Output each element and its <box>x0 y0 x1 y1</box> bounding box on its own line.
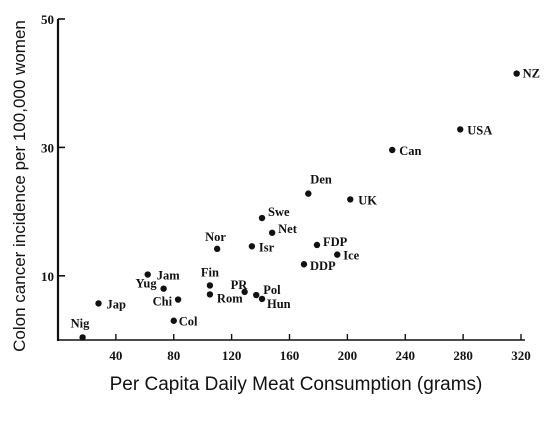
data-point-nz <box>513 70 520 77</box>
data-point-fin <box>206 282 214 289</box>
point-label-col: Col <box>179 315 198 329</box>
point-label-jam: Jam <box>157 269 181 283</box>
point-label-swe: Swe <box>268 205 290 219</box>
point-label-uk: UK <box>358 193 377 207</box>
x-tick-label: 80 <box>167 348 180 363</box>
x-tick-label: 160 <box>280 348 300 363</box>
data-point-jam <box>144 271 151 278</box>
data-point-ddp <box>300 261 308 268</box>
point-label-fdp: FDP <box>323 235 348 249</box>
point-label-can: Can <box>399 144 421 158</box>
data-point-usa <box>457 126 464 133</box>
point-label-yug: Yug <box>136 277 158 291</box>
data-point-can <box>389 146 396 154</box>
x-tick-label: 200 <box>338 348 358 363</box>
point-label-isr: Isr <box>259 240 275 254</box>
x-tick-label: 280 <box>453 348 473 363</box>
point-label-jap: Jap <box>107 297 127 311</box>
tick-marks <box>58 18 522 340</box>
data-point-swe <box>258 214 266 222</box>
data-point-net <box>268 229 276 236</box>
point-label-nz: NZ <box>523 67 540 81</box>
point-label-den: Den <box>310 173 332 187</box>
tick-labels: 40 80 120 160 200 240 280 320 10 30 50 <box>41 12 531 363</box>
x-tick-label: 240 <box>396 348 416 363</box>
y-tick-label: 30 <box>41 140 54 155</box>
data-point-den <box>305 190 312 197</box>
data-points <box>79 70 520 341</box>
point-label-nor: Nor <box>205 230 226 244</box>
y-axis-title: Colon cancer incidence per 100,000 women <box>10 20 29 352</box>
x-axis-title: Per Capita Daily Meat Consumption (grams… <box>110 374 483 395</box>
point-label-usa: USA <box>467 123 492 137</box>
data-point-pr <box>241 288 248 296</box>
y-tick-label: 50 <box>41 12 54 27</box>
y-tick-label: 10 <box>41 269 54 284</box>
x-tick-label: 40 <box>109 348 122 363</box>
point-label-ddp: DDP <box>310 259 336 273</box>
point-label-nig: Nig <box>71 316 91 330</box>
point-label-ice: Ice <box>343 249 359 263</box>
data-point-nig <box>79 334 86 341</box>
data-point-uk <box>347 196 354 203</box>
point-label-chi: Chi <box>153 295 173 309</box>
data-point-ice <box>334 251 341 258</box>
data-point-fdp <box>313 241 321 249</box>
data-point-yug <box>160 285 167 292</box>
data-point-chi <box>174 296 182 303</box>
data-point-pol <box>253 291 260 299</box>
point-label-pr: PR <box>231 278 249 292</box>
point-label-fin: Fin <box>201 265 219 279</box>
data-point-hun <box>258 295 266 303</box>
x-tick-label: 320 <box>511 348 531 363</box>
data-point-jap <box>95 300 102 307</box>
point-label-net: Net <box>278 222 298 236</box>
data-point-isr <box>248 243 256 250</box>
x-tick-label: 120 <box>222 348 242 363</box>
data-point-rom <box>206 291 214 298</box>
data-point-col <box>170 317 177 324</box>
point-label-rom: Rom <box>217 291 243 305</box>
data-point-nor <box>213 245 221 253</box>
point-label-hun: Hun <box>267 297 291 311</box>
point-label-pol: Pol <box>263 283 281 297</box>
axes <box>56 19 525 341</box>
